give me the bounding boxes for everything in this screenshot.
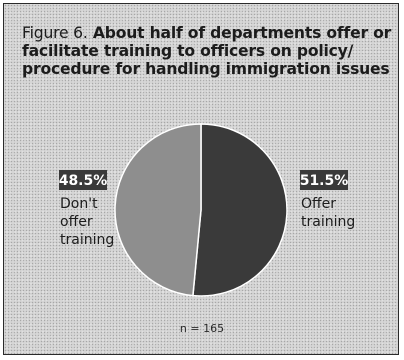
slice-label-1-line-0: Don't (60, 196, 98, 212)
slice-label-1-line-2: training (60, 232, 114, 248)
figure-title-text: About half of departments offer or facil… (22, 24, 392, 78)
sample-size-note: n = 165 (179, 322, 225, 335)
pct-label-0: 51.5% (300, 173, 349, 189)
figure-label: Figure 6. (22, 24, 88, 42)
slice-label-0-line-1: training (301, 214, 355, 230)
slice-label-1-line-1: offer (60, 214, 93, 230)
pct-label-1: 48.5% (59, 173, 108, 189)
pie-slice-0 (192, 123, 288, 297)
slice-label-0-line-0: Offer (301, 196, 336, 212)
figure-title: Figure 6. About half of departments offe… (22, 24, 394, 78)
pie-slice-1 (114, 123, 202, 297)
pct-badge-bg-0 (300, 170, 348, 190)
pct-badge-bg-1 (59, 170, 107, 190)
